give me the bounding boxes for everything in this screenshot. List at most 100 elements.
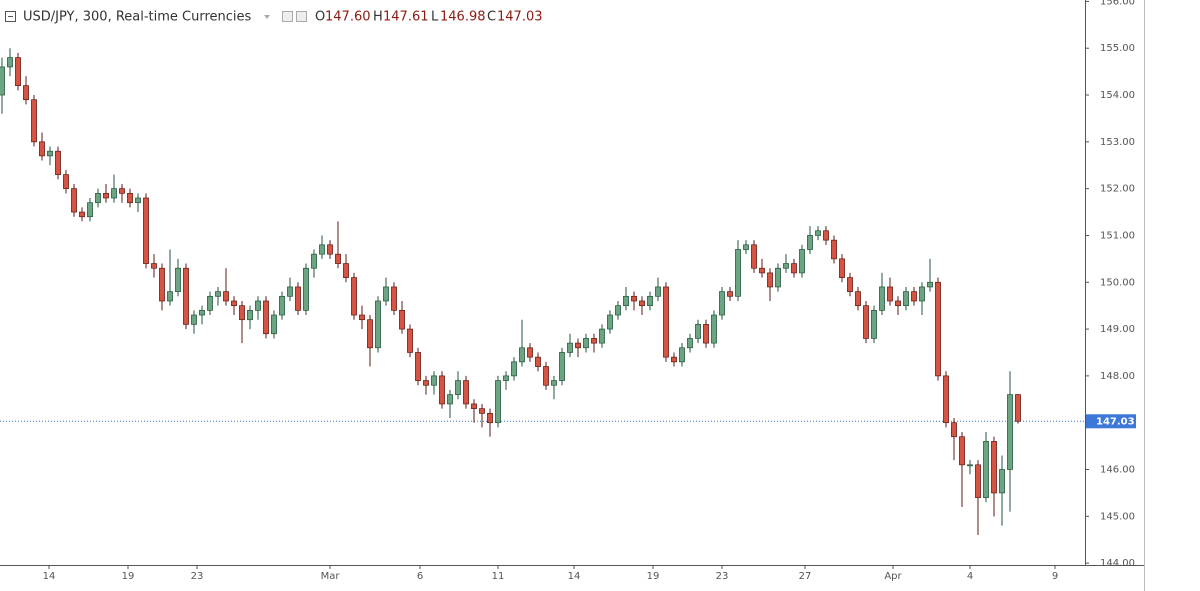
candle-body: [311, 253, 317, 269]
candle-body: [879, 286, 885, 311]
candle-body: [335, 253, 341, 264]
candle-body: [143, 197, 149, 264]
candle-body: [295, 286, 301, 311]
candle-body: [383, 286, 389, 302]
candle-body: [191, 314, 197, 325]
candle-body: [863, 305, 869, 339]
candle-body: [343, 263, 349, 278]
candle-body: [359, 314, 365, 321]
y-tick-label: 146.00: [1100, 465, 1135, 476]
candle-body: [807, 235, 813, 250]
candle-body: [639, 300, 645, 307]
candle-body: [223, 291, 229, 302]
candle-body: [351, 277, 357, 316]
candle-body: [95, 192, 101, 204]
candle-body: [519, 347, 525, 363]
candle-body: [151, 263, 157, 269]
candle-body: [207, 295, 213, 311]
chart-title: USD/JPY, 300, Real-time Currencies: [23, 10, 252, 25]
candle-body: [535, 356, 541, 367]
y-tick-label: 155.00: [1100, 43, 1135, 54]
candle-body: [975, 464, 981, 498]
y-tick-label: 148.00: [1100, 371, 1135, 382]
y-tick-label: 150.00: [1100, 277, 1135, 288]
candle-body: [543, 366, 549, 386]
candle-body: [727, 291, 733, 297]
candle-body: [567, 342, 573, 353]
candle-body: [503, 375, 509, 381]
candle-body: [471, 403, 477, 410]
candle-body: [119, 188, 125, 194]
last-price-box: [1086, 414, 1136, 429]
candle-body: [887, 286, 893, 302]
candle-body: [631, 295, 637, 302]
symbol-dropdown[interactable]: [264, 15, 270, 19]
chart-background: [0, 0, 1145, 591]
x-tick-label: 19: [647, 571, 660, 582]
candle-body: [55, 150, 61, 175]
candle-body: [999, 469, 1005, 494]
candle-body: [711, 314, 717, 344]
candle-body: [15, 57, 21, 87]
y-tick-label: 152.00: [1100, 184, 1135, 195]
candle-body: [431, 375, 437, 386]
candle-body: [927, 281, 933, 288]
candle-body: [255, 300, 261, 311]
candle-body: [967, 464, 973, 467]
x-tick-label: Mar: [321, 571, 341, 582]
candle-body: [623, 295, 629, 307]
candle-body: [47, 150, 53, 157]
candle-body: [127, 192, 133, 204]
candle-body: [63, 174, 69, 189]
candle-body: [799, 249, 805, 274]
candle-body: [935, 281, 941, 377]
candle-body: [527, 347, 533, 358]
candle-body: [439, 375, 445, 405]
y-tick-label: 145.00: [1100, 511, 1135, 522]
last-price-label: 147.03: [1096, 416, 1135, 427]
candle-body: [487, 412, 493, 424]
x-tick-label: 9: [1052, 571, 1058, 582]
candle-body: [231, 300, 237, 307]
visibility-icon[interactable]: [296, 11, 307, 22]
candle-body: [447, 394, 453, 405]
x-tick-label: 19: [122, 571, 135, 582]
x-tick-label: 4: [967, 571, 973, 582]
ohlc-value: 147.03: [497, 10, 543, 25]
candle-body: [687, 338, 693, 349]
candle-body: [159, 267, 165, 302]
candle-body: [455, 380, 461, 395]
candle-body: [559, 352, 565, 381]
x-tick-label: 23: [716, 571, 729, 582]
settings-icon[interactable]: [282, 11, 293, 22]
candle-body: [103, 192, 109, 199]
candle-body: [551, 380, 557, 386]
candle-body: [1015, 394, 1021, 422]
y-tick-label: 151.00: [1100, 230, 1135, 241]
x-tick-label: 11: [492, 571, 505, 582]
candle-body: [271, 314, 277, 335]
candle-body: [959, 436, 965, 466]
candle-body: [767, 272, 773, 288]
candle-body: [135, 197, 141, 204]
candle-body: [367, 319, 373, 349]
candle-body: [79, 211, 85, 218]
candle-body: [839, 258, 845, 278]
candle-body: [399, 310, 405, 330]
candle-body: [831, 239, 837, 260]
candle-body: [735, 249, 741, 297]
candle-body: [871, 310, 877, 339]
candle-body: [375, 300, 381, 349]
candle-body: [847, 277, 853, 292]
candle-body: [391, 286, 397, 311]
candle-body: [583, 338, 589, 349]
candle-body: [663, 286, 669, 358]
candle-body: [599, 328, 605, 344]
candle-body: [991, 441, 997, 494]
candle-body: [719, 291, 725, 316]
candle-body: [575, 342, 581, 349]
candle-body: [39, 141, 45, 157]
candle-body: [23, 85, 29, 101]
y-tick-label: 153.00: [1100, 137, 1135, 148]
candle-body: [199, 310, 205, 316]
